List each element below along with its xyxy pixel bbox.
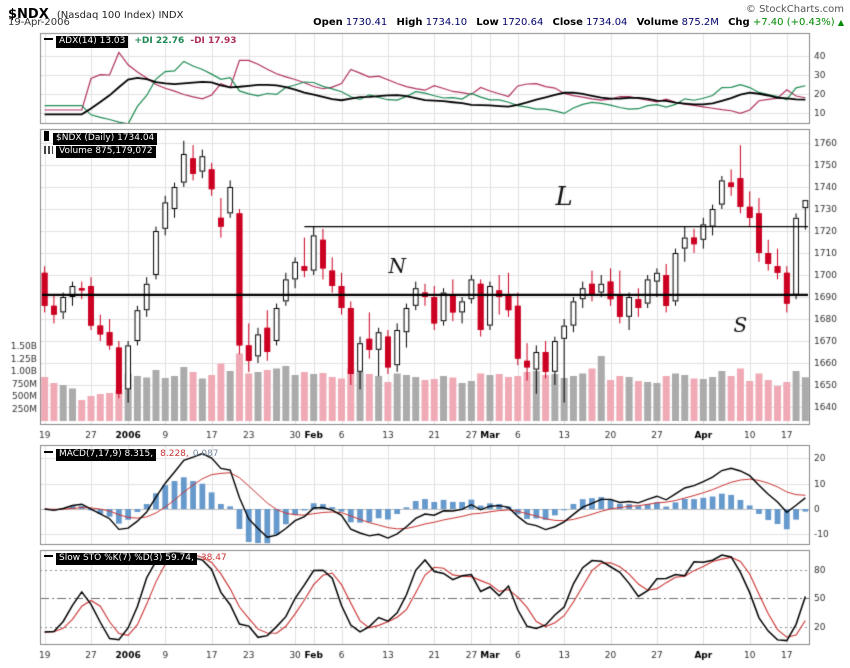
quote-row: 19-Apr-2006 Open 1730.41 High 1734.10 Lo… — [8, 17, 844, 28]
volume-value: 875.2M — [681, 17, 719, 28]
volume-label: Volume — [636, 17, 679, 28]
quote-summary: Open 1730.41 High 1734.10 Low 1720.64 Cl… — [307, 17, 844, 28]
volume-bars-icon — [44, 146, 53, 154]
low-label: Low — [476, 17, 499, 28]
chg-value: +7.40 (+0.43%) — [752, 17, 835, 28]
symbol-description: (Nasdaq 100 Index) INDX — [56, 10, 184, 21]
macd-signal-value: 8.228, — [160, 449, 189, 459]
price-legend: $NDX (Daily) 1734.04 Volume 875,179,072 — [44, 131, 158, 159]
high-label: High — [396, 17, 423, 28]
adx-legend: ADX(14) 13.03 +DI 22.76 -DI 17.93 — [44, 36, 236, 48]
chart-date: 19-Apr-2006 — [8, 17, 70, 28]
macd-line-sample-icon — [44, 451, 53, 453]
volume-legend-label: Volume 875,179,072 — [56, 146, 156, 158]
adx-legend-label: ADX(14) 13.03 — [56, 36, 129, 48]
sto-line-sample-icon — [44, 555, 53, 557]
low-value: 1720.64 — [501, 17, 544, 28]
sto-d-value: 38.47 — [200, 553, 227, 563]
macd-legend-label: MACD(7,17,9) 8.315, — [56, 449, 157, 461]
minus-di-value: -DI 17.93 — [190, 36, 237, 46]
chg-label: Chg — [728, 17, 750, 28]
macd-hist-value: 0.087 — [192, 449, 219, 459]
price-legend-label: $NDX (Daily) 1734.04 — [53, 133, 158, 145]
open-value: 1730.41 — [345, 17, 388, 28]
price-legend-row: $NDX (Daily) 1734.04 — [44, 131, 158, 145]
copyright: © StockCharts.com — [745, 4, 844, 15]
plus-di-value: +DI 22.76 — [134, 36, 185, 46]
sto-legend: Slow STO %K(7) %D(3) 59.74, 38.47 — [44, 553, 227, 565]
close-label: Close — [552, 17, 583, 28]
sto-legend-label: Slow STO %K(7) %D(3) 59.74, — [56, 553, 197, 565]
symbol: $NDX — [8, 7, 49, 22]
candlestick-icon — [44, 131, 49, 141]
macd-legend: MACD(7,17,9) 8.315, 8.228, 0.087 — [44, 449, 219, 461]
volume-legend-row: Volume 875,179,072 — [44, 146, 157, 158]
close-value: 1734.04 — [586, 17, 628, 28]
chg-up-arrow-icon: ▲ — [837, 18, 844, 27]
high-value: 1734.10 — [425, 17, 468, 28]
adx-line-sample-icon — [44, 38, 53, 40]
chart-header: $NDX (Nasdaq 100 Index) INDX © StockChar… — [8, 3, 844, 22]
open-label: Open — [313, 17, 343, 28]
